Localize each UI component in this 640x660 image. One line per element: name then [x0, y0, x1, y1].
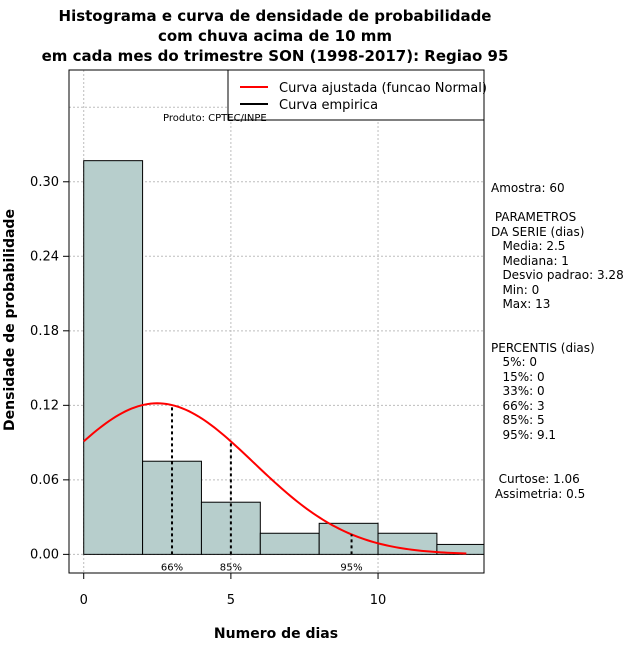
- chart-title-line: em cada mes do trimestre SON (1998-2017)…: [42, 47, 509, 65]
- x-tick-label: 5: [227, 593, 235, 608]
- stats-line: Min: 0: [491, 283, 539, 297]
- stats-line: 5%: 0: [491, 355, 537, 369]
- percentile-markers: 66% 85% 95%: [161, 405, 363, 573]
- stats-line: 95%: 9.1: [491, 428, 556, 442]
- legend: Curva ajustada (funcao Normal) Curva empi…: [227, 69, 487, 121]
- stats-line: Amostra: 60: [491, 181, 565, 195]
- x-tick-label: 0: [80, 593, 88, 608]
- stats-line: 66%: 3: [491, 399, 545, 413]
- histogram-bar: [83, 160, 144, 555]
- stats-line: Max: 13: [491, 297, 550, 311]
- x-axis-title: Numero de dias: [214, 626, 338, 642]
- legend-label-empirical: Curva empirica: [279, 98, 378, 113]
- credit-text: Produto: CPTEC/INPE: [163, 113, 267, 124]
- stats-line: PERCENTIS (dias): [491, 341, 595, 355]
- stats-line: Desvio padrao: 3.28: [491, 268, 624, 282]
- legend-label-fit: Curva ajustada (funcao Normal): [279, 81, 487, 96]
- percentile-label: 95%: [340, 562, 362, 573]
- chart-title-line: com chuva acima de 10 mm: [158, 27, 392, 45]
- x-axis: 0 5 10 Numero de dias: [80, 572, 387, 642]
- stats-line: Mediana: 1: [491, 254, 569, 268]
- stats-line: 33%: 0: [491, 384, 545, 398]
- fit-curve: [83, 402, 467, 555]
- stats-line: PARAMETROS: [491, 210, 576, 224]
- stats-line: Curtose: 1.06: [491, 472, 580, 486]
- histogram-bar: [259, 532, 320, 555]
- credit-label: Produto: CPTEC/INPE: [163, 113, 267, 124]
- y-tick-label: 0.06: [30, 473, 59, 488]
- percentile-label: 85%: [220, 562, 242, 573]
- histogram-bars: [83, 160, 485, 555]
- stats-line: Media: 2.5: [491, 239, 565, 253]
- y-tick-label: 0.30: [30, 175, 59, 190]
- chart-title-line: Histograma e curva de densidade de proba…: [59, 7, 492, 25]
- y-axis: 0.00 0.06 0.12 0.18 0.24 0.30 Densidade de pro…: [2, 175, 70, 562]
- stats-line: DA SERIE (dias): [491, 225, 584, 239]
- x-tick-label: 10: [370, 593, 387, 608]
- stats-line: Assimetria: 0.5: [491, 487, 585, 501]
- y-tick-label: 0.24: [30, 249, 59, 264]
- y-axis-title: Densidade de probabilidade: [2, 209, 18, 431]
- histogram-bar: [142, 460, 202, 555]
- chart-title: Histograma e curva de densidade de proba…: [42, 7, 509, 65]
- percentile-label: 66%: [161, 562, 183, 573]
- y-tick-label: 0.12: [30, 398, 59, 413]
- y-tick-label: 0.00: [30, 547, 59, 562]
- stats-line: 85%: 5: [491, 413, 545, 427]
- histogram-bar: [318, 522, 379, 555]
- stats-line: 15%: 0: [491, 370, 545, 384]
- y-tick-label: 0.18: [30, 324, 59, 339]
- fit-curve-group: [83, 402, 467, 555]
- legend-box: [227, 69, 485, 121]
